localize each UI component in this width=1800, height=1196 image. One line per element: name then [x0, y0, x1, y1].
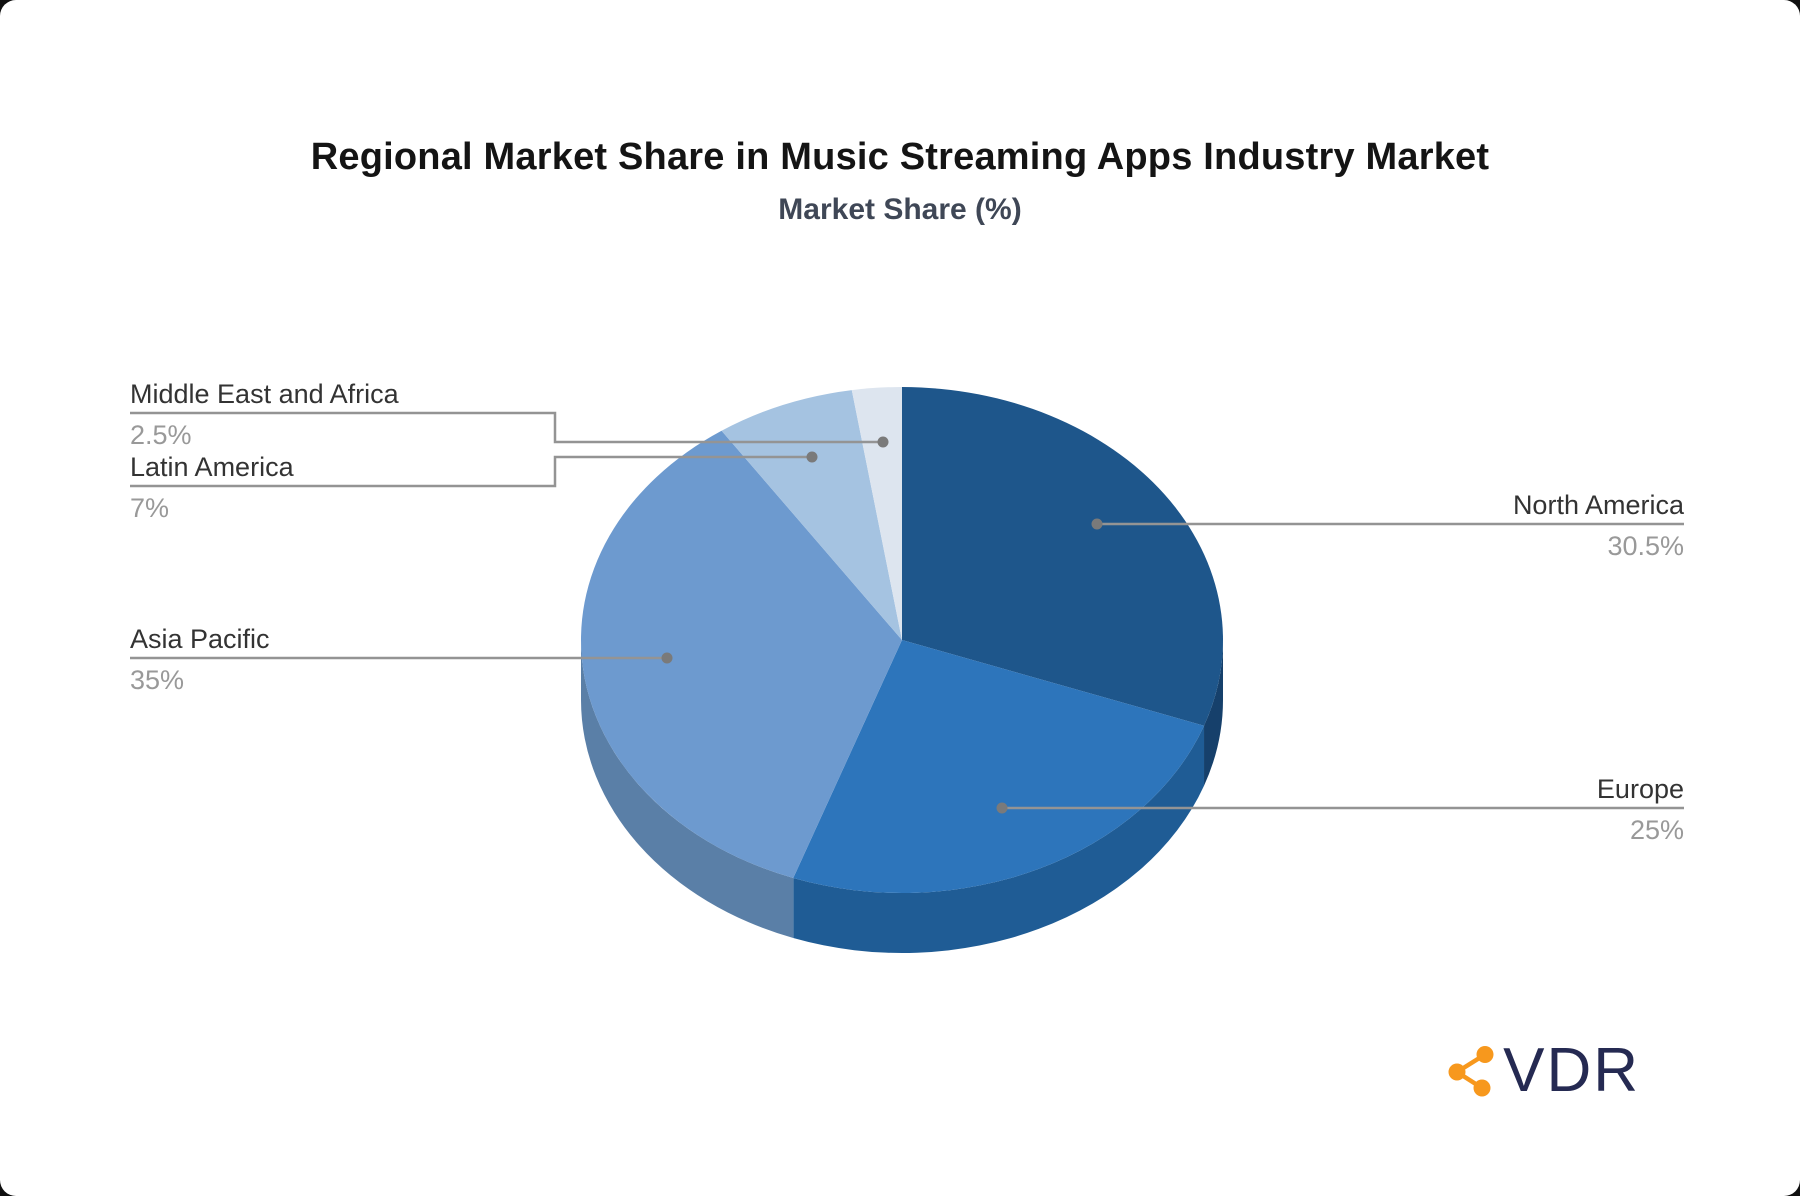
leader-dot-europe — [996, 802, 1008, 814]
vdr-logo-text: VDR — [1503, 1036, 1640, 1105]
share-network-icon — [1448, 1046, 1494, 1097]
leader-dot-north-america — [1091, 518, 1103, 530]
leader-line-middle-east-and-africa — [130, 411, 883, 444]
pie-slice-north-america[interactable] — [902, 387, 1223, 726]
leader-dot-latin-america — [806, 451, 818, 463]
pie-slice-asia-pacific[interactable] — [580, 430, 902, 879]
slice-label-asia-pacific: Asia Pacific — [130, 624, 270, 654]
slice-value-latin-america: 7% — [130, 493, 170, 523]
slice-value-north-america: 30.5% — [1607, 531, 1684, 561]
callout-europe: Europe 25% — [1597, 770, 1684, 847]
chart-title: Regional Market Share in Music Streaming… — [310, 136, 1490, 178]
pie-slice-latin-america[interactable] — [721, 390, 902, 640]
callout-latin-america: Latin America 7% — [130, 448, 294, 525]
leader-line-latin-america — [130, 455, 812, 488]
leader-dot-middle-east-and-africa — [877, 436, 889, 448]
callout-middle-east-and-africa: Middle East and Africa 2.5% — [130, 375, 399, 452]
slice-value-middle-east-and-africa: 2.5% — [130, 420, 192, 450]
pie-side-north-america — [1204, 640, 1223, 786]
slice-value-asia-pacific: 35% — [130, 665, 185, 695]
pie-side-asia-pacific — [581, 640, 794, 939]
slice-label-north-america: North America — [1512, 490, 1684, 520]
leader-dot-asia-pacific — [661, 652, 673, 664]
pie-side-europe — [793, 725, 1205, 953]
slice-value-europe: 25% — [1629, 815, 1684, 845]
slice-label-middle-east-and-africa: Middle East and Africa — [130, 379, 399, 409]
pie-slice-middle-east-and-africa[interactable] — [851, 387, 902, 640]
vdr-logo: VDR — [1448, 1040, 1640, 1102]
pie-slice-europe[interactable] — [793, 640, 1205, 893]
slice-label-europe: Europe — [1596, 774, 1684, 804]
callout-asia-pacific: Asia Pacific 35% — [130, 620, 270, 697]
chart-subtitle: Market Share (%) — [778, 193, 1022, 226]
callout-north-america: North America 30.5% — [1513, 486, 1684, 563]
slice-label-latin-america: Latin America — [130, 452, 294, 482]
